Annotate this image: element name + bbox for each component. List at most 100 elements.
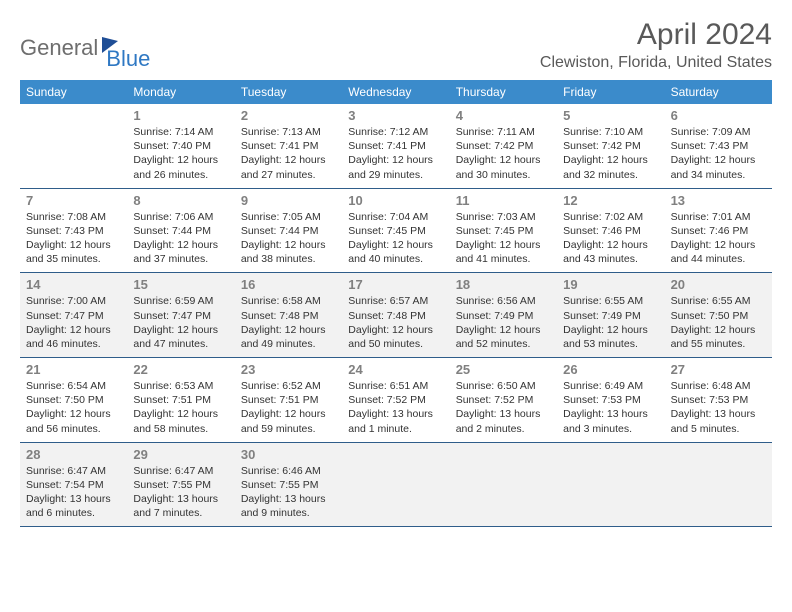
- day-number: 23: [241, 362, 336, 377]
- day-number: 18: [456, 277, 551, 292]
- day-number: 19: [563, 277, 658, 292]
- day-number: 6: [671, 108, 766, 123]
- day-number: 11: [456, 193, 551, 208]
- calendar-cell: 21 Sunrise: 6:54 AMSunset: 7:50 PMDayligh…: [20, 358, 127, 443]
- brand-text-2: Blue: [106, 46, 150, 72]
- day-number: 22: [133, 362, 228, 377]
- day-number: 3: [348, 108, 443, 123]
- weekday-header: Sunday: [20, 80, 127, 104]
- calendar-cell: 27 Sunrise: 6:48 AMSunset: 7:53 PMDayligh…: [665, 358, 772, 443]
- day-info: Sunrise: 6:46 AMSunset: 7:55 PMDaylight:…: [241, 464, 336, 521]
- weekday-header: Monday: [127, 80, 234, 104]
- day-info: Sunrise: 6:51 AMSunset: 7:52 PMDaylight:…: [348, 379, 443, 436]
- day-number: 17: [348, 277, 443, 292]
- calendar-cell-empty: [557, 443, 664, 528]
- day-info: Sunrise: 6:55 AMSunset: 7:50 PMDaylight:…: [671, 294, 766, 351]
- calendar-cell: 28 Sunrise: 6:47 AMSunset: 7:54 PMDayligh…: [20, 443, 127, 528]
- calendar-cell: 10 Sunrise: 7:04 AMSunset: 7:45 PMDayligh…: [342, 189, 449, 274]
- day-info: Sunrise: 6:49 AMSunset: 7:53 PMDaylight:…: [563, 379, 658, 436]
- calendar-cell: 26 Sunrise: 6:49 AMSunset: 7:53 PMDayligh…: [557, 358, 664, 443]
- calendar-cell-empty: [450, 443, 557, 528]
- day-number: 10: [348, 193, 443, 208]
- day-info: Sunrise: 6:54 AMSunset: 7:50 PMDaylight:…: [26, 379, 121, 436]
- month-title: April 2024: [540, 18, 772, 52]
- weekday-header: Thursday: [450, 80, 557, 104]
- brand-text-1: General: [20, 35, 98, 61]
- day-number: 8: [133, 193, 228, 208]
- day-number: 14: [26, 277, 121, 292]
- day-number: 26: [563, 362, 658, 377]
- day-number: 25: [456, 362, 551, 377]
- weekday-header: Wednesday: [342, 80, 449, 104]
- calendar-cell: 4Sunrise: 7:11 AMSunset: 7:42 PMDaylight…: [450, 104, 557, 189]
- day-info: Sunrise: 6:53 AMSunset: 7:51 PMDaylight:…: [133, 379, 228, 436]
- weekday-header: Tuesday: [235, 80, 342, 104]
- day-info: Sunrise: 6:47 AMSunset: 7:55 PMDaylight:…: [133, 464, 228, 521]
- calendar-cell: 6 Sunrise: 7:09 AMSunset: 7:43 PMDaylight…: [665, 104, 772, 189]
- weekday-header: Friday: [557, 80, 664, 104]
- day-info: Sunrise: 7:04 AMSunset: 7:45 PMDaylight:…: [348, 210, 443, 267]
- calendar-grid: SundayMondayTuesdayWednesdayThursdayFrid…: [20, 80, 772, 527]
- calendar-cell: 14Sunrise: 7:00 AMSunset: 7:47 PMDayligh…: [20, 273, 127, 358]
- calendar-cell: 17 Sunrise: 6:57 AMSunset: 7:48 PMDayligh…: [342, 273, 449, 358]
- day-info: Sunrise: 7:05 AMSunset: 7:44 PMDaylight:…: [241, 210, 336, 267]
- day-number: 27: [671, 362, 766, 377]
- day-info: Sunrise: 7:14 AMSunset: 7:40 PMDaylight:…: [133, 125, 228, 182]
- calendar-cell: 3Sunrise: 7:12 AMSunset: 7:41 PMDaylight…: [342, 104, 449, 189]
- calendar-cell: 11 Sunrise: 7:03 AMSunset: 7:45 PMDayligh…: [450, 189, 557, 274]
- day-info: Sunrise: 7:06 AMSunset: 7:44 PMDaylight:…: [133, 210, 228, 267]
- day-info: Sunrise: 7:09 AMSunset: 7:43 PMDaylight:…: [671, 125, 766, 182]
- day-number: 24: [348, 362, 443, 377]
- day-number: 1: [133, 108, 228, 123]
- calendar-cell: 22 Sunrise: 6:53 AMSunset: 7:51 PMDayligh…: [127, 358, 234, 443]
- day-number: 2: [241, 108, 336, 123]
- weekday-header: Saturday: [665, 80, 772, 104]
- brand-logo: General Blue: [20, 26, 150, 70]
- day-number: 30: [241, 447, 336, 462]
- day-number: 12: [563, 193, 658, 208]
- calendar-cell-empty: [20, 104, 127, 189]
- day-info: Sunrise: 6:58 AMSunset: 7:48 PMDaylight:…: [241, 294, 336, 351]
- calendar-cell: 25 Sunrise: 6:50 AMSunset: 7:52 PMDayligh…: [450, 358, 557, 443]
- day-number: 4: [456, 108, 551, 123]
- day-info: Sunrise: 6:55 AMSunset: 7:49 PMDaylight:…: [563, 294, 658, 351]
- day-info: Sunrise: 6:47 AMSunset: 7:54 PMDaylight:…: [26, 464, 121, 521]
- day-number: 7: [26, 193, 121, 208]
- day-number: 9: [241, 193, 336, 208]
- calendar-cell: 23 Sunrise: 6:52 AMSunset: 7:51 PMDayligh…: [235, 358, 342, 443]
- day-info: Sunrise: 6:48 AMSunset: 7:53 PMDaylight:…: [671, 379, 766, 436]
- day-info: Sunrise: 7:02 AMSunset: 7:46 PMDaylight:…: [563, 210, 658, 267]
- calendar-cell: 12 Sunrise: 7:02 AMSunset: 7:46 PMDayligh…: [557, 189, 664, 274]
- day-info: Sunrise: 6:57 AMSunset: 7:48 PMDaylight:…: [348, 294, 443, 351]
- title-block: April 2024 Clewiston, Florida, United St…: [540, 18, 772, 72]
- day-number: 5: [563, 108, 658, 123]
- calendar-cell: 15Sunrise: 6:59 AMSunset: 7:47 PMDayligh…: [127, 273, 234, 358]
- calendar-cell: 8 Sunrise: 7:06 AMSunset: 7:44 PMDaylight…: [127, 189, 234, 274]
- day-number: 29: [133, 447, 228, 462]
- calendar-cell: 9 Sunrise: 7:05 AMSunset: 7:44 PMDaylight…: [235, 189, 342, 274]
- day-number: 28: [26, 447, 121, 462]
- calendar-cell: 2 Sunrise: 7:13 AMSunset: 7:41 PMDaylight…: [235, 104, 342, 189]
- day-info: Sunrise: 7:13 AMSunset: 7:41 PMDaylight:…: [241, 125, 336, 182]
- day-info: Sunrise: 6:59 AMSunset: 7:47 PMDaylight:…: [133, 294, 228, 351]
- day-info: Sunrise: 6:56 AMSunset: 7:49 PMDaylight:…: [456, 294, 551, 351]
- calendar-cell-empty: [665, 443, 772, 528]
- calendar-cell: 20 Sunrise: 6:55 AMSunset: 7:50 PMDayligh…: [665, 273, 772, 358]
- calendar-cell: 18 Sunrise: 6:56 AMSunset: 7:49 PMDayligh…: [450, 273, 557, 358]
- day-number: 13: [671, 193, 766, 208]
- calendar-cell: 19 Sunrise: 6:55 AMSunset: 7:49 PMDayligh…: [557, 273, 664, 358]
- day-info: Sunrise: 7:01 AMSunset: 7:46 PMDaylight:…: [671, 210, 766, 267]
- calendar-cell: 13 Sunrise: 7:01 AMSunset: 7:46 PMDayligh…: [665, 189, 772, 274]
- day-info: Sunrise: 7:03 AMSunset: 7:45 PMDaylight:…: [456, 210, 551, 267]
- day-info: Sunrise: 7:08 AMSunset: 7:43 PMDaylight:…: [26, 210, 121, 267]
- day-info: Sunrise: 6:50 AMSunset: 7:52 PMDaylight:…: [456, 379, 551, 436]
- day-info: Sunrise: 6:52 AMSunset: 7:51 PMDaylight:…: [241, 379, 336, 436]
- calendar-cell: 24 Sunrise: 6:51 AMSunset: 7:52 PMDayligh…: [342, 358, 449, 443]
- calendar-cell: 16Sunrise: 6:58 AMSunset: 7:48 PMDayligh…: [235, 273, 342, 358]
- day-info: Sunrise: 7:10 AMSunset: 7:42 PMDaylight:…: [563, 125, 658, 182]
- calendar-cell: 5 Sunrise: 7:10 AMSunset: 7:42 PMDaylight…: [557, 104, 664, 189]
- calendar-cell: 30 Sunrise: 6:46 AMSunset: 7:55 PMDayligh…: [235, 443, 342, 528]
- calendar-cell-empty: [342, 443, 449, 528]
- day-number: 20: [671, 277, 766, 292]
- day-number: 21: [26, 362, 121, 377]
